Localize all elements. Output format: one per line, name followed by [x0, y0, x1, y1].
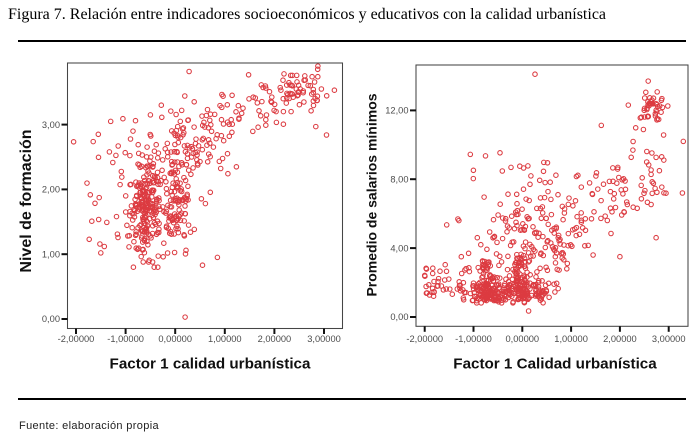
svg-text:-1,00000: -1,00000 [455, 334, 492, 344]
svg-text:3,00: 3,00 [42, 120, 60, 130]
svg-text:Factor 1 Calidad urbanística: Factor 1 Calidad urbanística [453, 356, 657, 373]
svg-text:-1,00000: -1,00000 [107, 334, 144, 344]
svg-text:3,00000: 3,00000 [652, 334, 686, 344]
svg-text:12,00: 12,00 [385, 106, 408, 116]
svg-text:Promedio de salarios mínimos: Promedio de salarios mínimos [364, 93, 380, 296]
svg-text:0,00: 0,00 [42, 314, 60, 324]
svg-text:3,00000: 3,00000 [307, 334, 341, 344]
svg-text:Factor 1 calidad urbanística: Factor 1 calidad urbanística [110, 356, 311, 373]
svg-text:2,00000: 2,00000 [603, 334, 637, 344]
svg-text:2,00: 2,00 [42, 185, 60, 195]
svg-text:0,00: 0,00 [390, 312, 408, 322]
svg-text:8,00: 8,00 [390, 174, 408, 184]
svg-text:2,00000: 2,00000 [258, 334, 292, 344]
svg-text:Nivel de formación: Nivel de formación [18, 129, 35, 272]
svg-text:-2,00000: -2,00000 [58, 334, 95, 344]
svg-text:4,00: 4,00 [390, 243, 408, 253]
svg-text:1,00000: 1,00000 [554, 334, 588, 344]
svg-text:1,00: 1,00 [42, 249, 60, 259]
svg-text:0,00000: 0,00000 [505, 334, 539, 344]
svg-text:1,00000: 1,00000 [208, 334, 242, 344]
svg-text:-2,00000: -2,00000 [406, 334, 443, 344]
svg-text:0,00000: 0,00000 [158, 334, 192, 344]
